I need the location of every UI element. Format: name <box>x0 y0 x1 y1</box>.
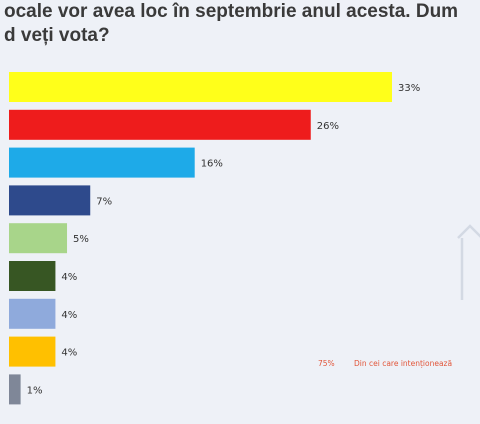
bar-label-9: 1% <box>27 385 43 396</box>
bar-label-7: 4% <box>61 310 77 321</box>
bar-4 <box>9 185 91 216</box>
bar-5 <box>9 223 68 254</box>
note-value: 75% <box>318 359 335 368</box>
bar-label-2: 26% <box>317 121 339 132</box>
bar-7 <box>9 298 56 329</box>
chart-title: ocale vor avea loc în septembrie anul ac… <box>4 0 480 48</box>
bar-1 <box>9 72 392 102</box>
bar-label-1: 33% <box>398 83 420 94</box>
note-text: Din cei care intenționează <box>354 359 452 369</box>
bar-label-8: 4% <box>61 348 77 359</box>
bar-label-3: 16% <box>201 159 223 170</box>
bar-label-5: 5% <box>73 234 89 245</box>
bar-8 <box>9 336 56 367</box>
bar-2 <box>9 109 311 140</box>
bars-group: 33% 26% 16% 7% 5% 4% 4% 4% 1% <box>9 72 420 405</box>
bar-label-4: 7% <box>96 196 112 207</box>
bar-label-6: 4% <box>61 272 77 283</box>
watermark-icon <box>457 224 480 300</box>
bar-6 <box>9 261 56 291</box>
bar-9 <box>9 374 21 405</box>
bar-3 <box>9 147 195 178</box>
chart-title-line-2: d veți vota? <box>4 25 110 46</box>
chart-title-line-1: ocale vor avea loc în septembrie anul ac… <box>4 1 459 22</box>
